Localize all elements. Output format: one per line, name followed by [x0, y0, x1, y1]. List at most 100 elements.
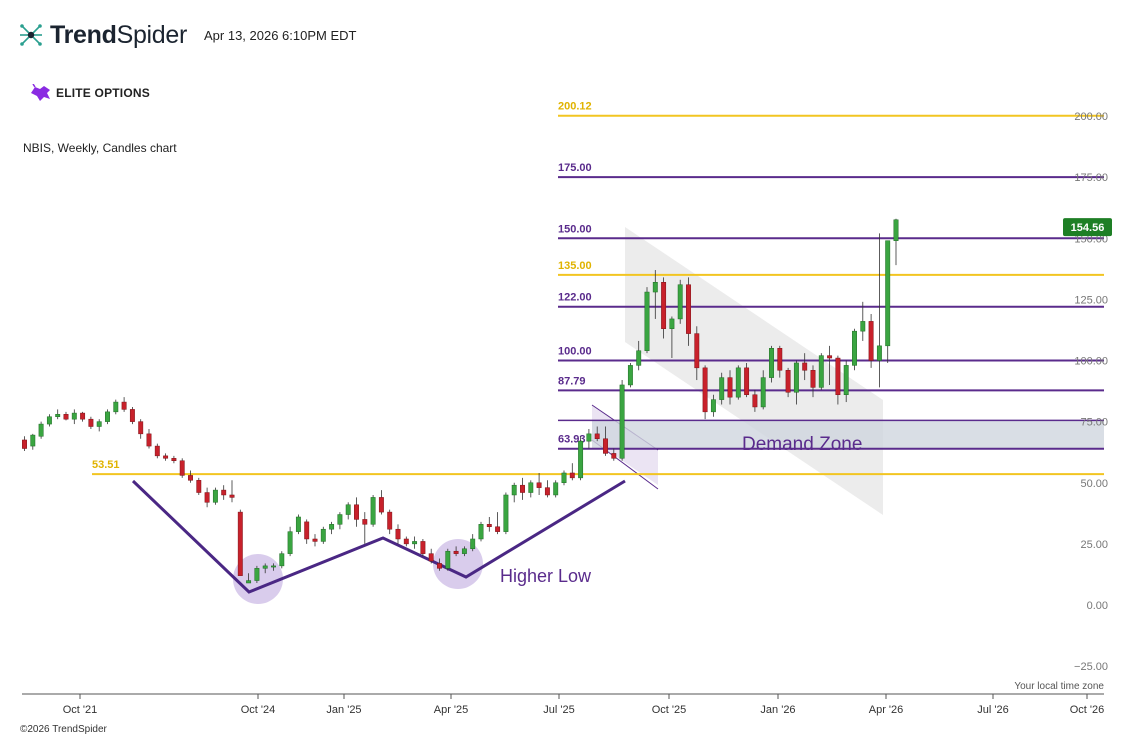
- candle-body: [105, 411, 110, 422]
- candle-body: [810, 370, 816, 388]
- candle-body: [876, 345, 882, 361]
- candle-body: [669, 318, 675, 329]
- candle-body: [561, 472, 567, 484]
- candle-body: [113, 401, 119, 413]
- candle-body: [627, 365, 633, 386]
- level-label-135.00: 135.00: [558, 260, 592, 272]
- x-tick-label: Oct '26: [1070, 704, 1105, 716]
- candle-body: [262, 565, 268, 569]
- level-label-122.00: 122.00: [558, 292, 592, 304]
- level-label-53.51: 53.51: [92, 459, 120, 471]
- spider-icon: [20, 24, 42, 46]
- candle-body: [569, 472, 575, 479]
- candle-body: [96, 421, 102, 427]
- candle-body: [553, 482, 559, 496]
- partner-name: ELITE OPTIONS: [56, 86, 150, 100]
- copyright: ©2026 TrendSpider: [20, 724, 107, 735]
- y-tick-label: 150.00: [1074, 233, 1108, 245]
- candle-body: [354, 504, 359, 520]
- candle-body: [868, 321, 874, 361]
- candle-body: [163, 455, 169, 459]
- candle-body: [287, 531, 293, 554]
- candle-body: [735, 367, 741, 398]
- candle-body: [686, 284, 691, 334]
- x-tick-label: Apr '25: [434, 704, 469, 716]
- x-tick-label: Oct '24: [241, 704, 276, 716]
- candle-body: [38, 423, 44, 437]
- candle-body: [221, 489, 227, 496]
- candle-body: [46, 416, 52, 425]
- level-label-150.00: 150.00: [558, 223, 592, 235]
- candle-body: [777, 348, 783, 371]
- x-tick-label: Oct '25: [652, 704, 687, 716]
- brand-name: TrendSpider: [50, 20, 188, 49]
- candle-body: [403, 538, 409, 545]
- candle-body: [578, 440, 584, 479]
- level-label-175.00: 175.00: [558, 162, 592, 174]
- candle-body: [412, 541, 418, 545]
- candle-body: [544, 487, 550, 496]
- candle-body: [138, 421, 144, 435]
- candle-body: [461, 548, 467, 554]
- candle-body: [511, 484, 517, 496]
- candle-body: [71, 412, 77, 420]
- candle-body: [835, 357, 841, 395]
- candle-body: [636, 350, 642, 366]
- y-tick-label: 125.00: [1074, 294, 1108, 306]
- candle-body: [503, 494, 509, 532]
- candle-body: [188, 475, 193, 481]
- last-price-badge: [1063, 218, 1112, 237]
- candle-body: [395, 528, 401, 540]
- y-tick-label: 50.00: [1080, 478, 1108, 490]
- candle-body: [744, 367, 750, 395]
- candle-body: [279, 553, 285, 567]
- timezone-note: Your local time zone: [1014, 681, 1104, 692]
- x-tick-label: Oct '21: [63, 704, 98, 716]
- candle-body: [420, 541, 426, 554]
- candle-body: [478, 524, 484, 540]
- level-label-87.79: 87.79: [558, 375, 586, 387]
- last-price-label: 154.56: [1071, 222, 1105, 234]
- higher-low-label: Higher Low: [500, 566, 592, 586]
- candle-body: [827, 355, 833, 359]
- candle-body: [453, 550, 459, 554]
- candle-body: [719, 377, 725, 400]
- candle-body: [80, 412, 86, 420]
- candle-body: [652, 282, 658, 293]
- candle-body: [30, 434, 36, 447]
- candle-body: [212, 489, 218, 503]
- candle-body: [295, 516, 301, 532]
- candle-body: [254, 568, 260, 581]
- candle-body: [586, 433, 592, 442]
- candle-body: [445, 550, 451, 569]
- x-tick-label: Jan '25: [326, 704, 361, 716]
- candle-body: [727, 377, 733, 398]
- candle-body: [852, 330, 857, 366]
- y-tick-label: 100.00: [1074, 356, 1108, 368]
- candle-body: [337, 514, 343, 525]
- level-label-200.12: 200.12: [558, 101, 592, 113]
- candle-body: [55, 414, 61, 417]
- brand-header: TrendSpider: [18, 18, 187, 52]
- candle-body: [154, 445, 160, 457]
- x-tick-label: Jul '26: [977, 704, 1008, 716]
- candle-body: [860, 321, 866, 332]
- candle-body: [893, 219, 899, 241]
- candle-body: [271, 565, 276, 568]
- structure-line: [131, 479, 626, 594]
- candle-body: [802, 362, 808, 371]
- candle-body: [428, 553, 434, 562]
- candle-body: [470, 538, 476, 550]
- y-tick-label: 0.00: [1087, 600, 1108, 612]
- candle-body: [520, 484, 525, 493]
- candle-body: [304, 521, 310, 540]
- candle-body: [495, 526, 501, 532]
- y-tick-label: 75.00: [1080, 417, 1108, 429]
- candle-body: [63, 414, 69, 420]
- candle-body: [677, 284, 683, 320]
- candle-body: [752, 394, 758, 408]
- candle-body: [320, 528, 326, 542]
- candle-body: [769, 348, 774, 378]
- candle-body: [594, 433, 600, 439]
